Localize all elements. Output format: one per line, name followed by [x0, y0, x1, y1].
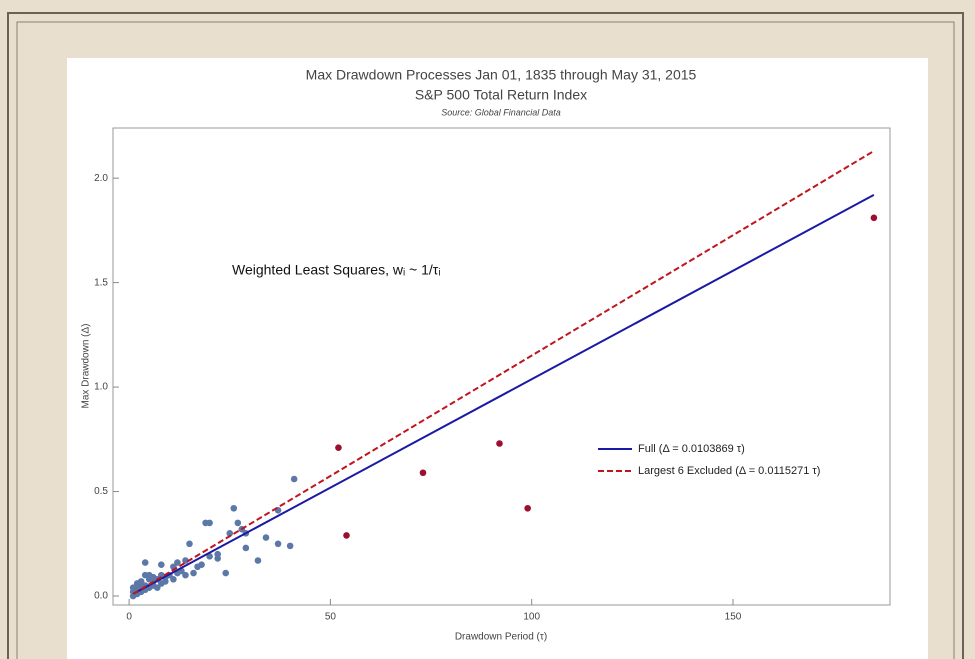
point — [419, 469, 427, 477]
legend-label: Full (Δ = 0.0103869 τ) — [638, 443, 745, 455]
point — [158, 561, 165, 568]
plot-frame — [112, 127, 891, 606]
point — [141, 559, 149, 566]
y-tick-label: 1.5 — [94, 277, 108, 288]
point — [343, 532, 350, 539]
point — [870, 214, 878, 222]
point — [226, 530, 234, 537]
chart-title: Max Drawdown Processes Jan 01, 1835 thro… — [306, 67, 697, 83]
point — [524, 504, 531, 512]
point — [242, 544, 250, 552]
point — [290, 475, 298, 483]
point — [182, 557, 189, 564]
point — [230, 504, 238, 512]
chart-source: Source: Global Financial Data — [441, 107, 561, 117]
point — [496, 440, 503, 447]
x-tick-label: 50 — [325, 612, 337, 623]
y-axis-label: Max Drawdown (Δ) — [81, 323, 92, 408]
point — [274, 540, 282, 548]
point — [186, 540, 193, 548]
point — [190, 569, 197, 577]
point — [234, 519, 242, 527]
x-tick-label: 150 — [725, 612, 742, 623]
point — [153, 584, 161, 591]
frame — [7, 12, 964, 659]
point — [206, 519, 213, 527]
point — [214, 555, 221, 562]
legend-label: Largest 6 Excluded (Δ = 0.0115271 τ) — [638, 465, 820, 477]
point — [286, 542, 294, 550]
point — [335, 444, 342, 451]
point — [182, 571, 189, 579]
point — [137, 578, 145, 585]
chart-subtitle: S&P 500 Total Return Index — [415, 87, 587, 103]
point — [254, 557, 262, 564]
fit-line — [132, 193, 875, 595]
y-tick-label: 0.5 — [94, 486, 108, 497]
point — [198, 561, 205, 568]
point — [174, 559, 181, 566]
y-tick-label: 1.0 — [94, 382, 108, 393]
y-tick-label: 0.0 — [94, 591, 108, 602]
x-axis-label: Drawdown Period (τ) — [455, 632, 547, 643]
point — [262, 534, 270, 541]
point — [170, 576, 177, 583]
y-tick-label: 2.0 — [94, 173, 108, 184]
frame-inner — [16, 21, 955, 659]
annotation: Weighted Least Squares, wᵢ ~ 1/τᵢ — [232, 262, 441, 278]
point — [222, 569, 230, 577]
x-tick-label: 0 — [126, 612, 132, 623]
x-tick-label: 100 — [523, 612, 540, 623]
